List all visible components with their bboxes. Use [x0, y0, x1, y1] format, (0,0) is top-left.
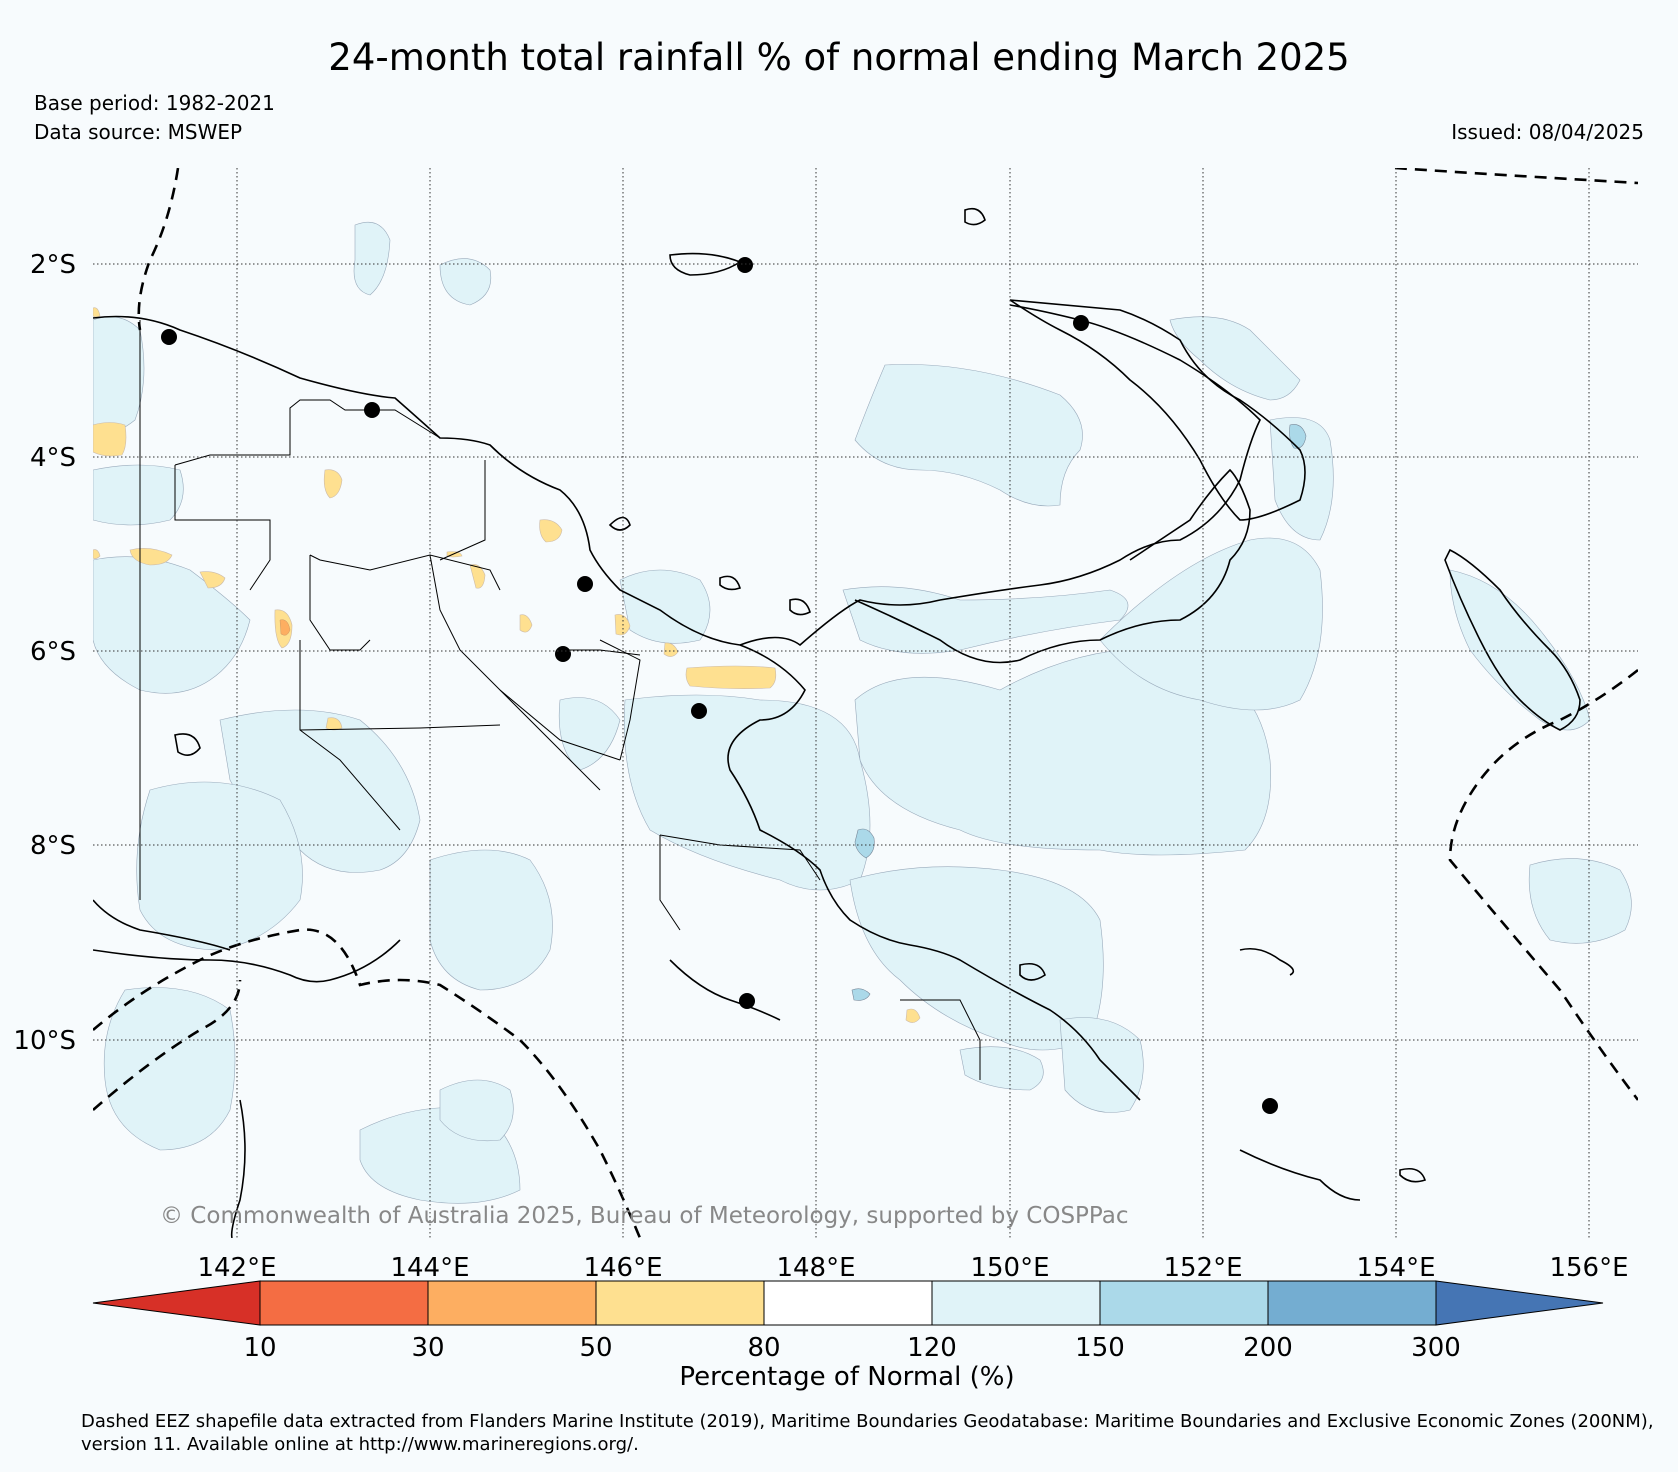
copyright-text: © Commonwealth of Australia 2025, Bureau…: [160, 1203, 1129, 1229]
province-boundaries: [139, 320, 981, 1080]
colorbar-segment: [595, 1280, 765, 1326]
rainfall-150-200-areas: [851, 424, 1307, 1001]
eez-boundaries: [93, 168, 1638, 1238]
lon-label: 146°E: [583, 1253, 662, 1283]
colorbar-tick-label: 10: [243, 1333, 276, 1363]
footnote: Dashed EEZ shapefile data extracted from…: [81, 1411, 1654, 1455]
station-marker: [737, 257, 753, 273]
latitude-labels: 2°S 4°S 6°S 8°S 10°S: [13, 250, 76, 1056]
lon-label: 148°E: [776, 1253, 855, 1283]
station-marker: [364, 402, 380, 418]
station-marker: [577, 576, 593, 592]
station-marker: [691, 703, 707, 719]
colorbar-segments: [92, 1280, 1604, 1326]
colorbar-label: Percentage of Normal (%): [679, 1362, 1014, 1392]
colorbar-segment: [92, 1280, 261, 1326]
colorbar-tick-label: 50: [579, 1333, 612, 1363]
station-marker: [555, 646, 571, 662]
rainfall-30-50-areas: [279, 619, 291, 636]
gridlines: [93, 168, 1638, 1238]
colorbar-tick-label: 200: [1243, 1333, 1293, 1363]
rainfall-120-150-areas: [93, 221, 1632, 1204]
station-marker: [161, 329, 177, 345]
station-marker: [1262, 1098, 1278, 1114]
lat-label: 8°S: [30, 831, 76, 861]
colorbar-segment: [1435, 1280, 1604, 1326]
longitude-labels: 142°E 144°E 146°E 148°E 150°E 152°E 154°…: [197, 1253, 1628, 1283]
lon-label: 144°E: [390, 1253, 469, 1283]
colorbar-tick-label: 120: [907, 1333, 957, 1363]
lat-label: 6°S: [30, 637, 76, 667]
colorbar-segment: [259, 1280, 429, 1326]
station-marker: [1073, 315, 1089, 331]
base-period: Base period: 1982-2021: [34, 91, 275, 115]
data-source: Data source: MSWEP: [34, 120, 243, 144]
colorbar-segment: [931, 1280, 1101, 1326]
map-title: 24-month total rainfall % of normal endi…: [328, 36, 1350, 79]
colorbar-segment: [427, 1280, 597, 1326]
colorbar-tick-label: 80: [747, 1333, 780, 1363]
colorbar-tick-label: 30: [411, 1333, 444, 1363]
colorbar: 10 30 50 80 120 150 200 300 Percentage of Norma…: [92, 1280, 1604, 1392]
lon-label: 156°E: [1549, 1253, 1628, 1283]
lon-label: 150°E: [970, 1253, 1049, 1283]
lat-label: 4°S: [30, 443, 76, 473]
lat-label: 10°S: [13, 1026, 76, 1056]
station-markers: [161, 257, 1278, 1114]
colorbar-segment: [1099, 1280, 1269, 1326]
colorbar-segment: [1267, 1280, 1437, 1326]
issued-date: Issued: 08/04/2025: [1451, 120, 1644, 144]
lon-label: 152°E: [1163, 1253, 1242, 1283]
coastlines: [93, 207, 1581, 1238]
lon-label: 142°E: [197, 1253, 276, 1283]
colorbar-tick-label: 150: [1075, 1333, 1125, 1363]
colorbar-segment: [763, 1280, 933, 1326]
colorbar-ticks: 10 30 50 80 120 150 200 300: [243, 1333, 1460, 1363]
station-marker: [739, 993, 755, 1009]
colorbar-tick-label: 300: [1411, 1333, 1461, 1363]
lon-label: 154°E: [1356, 1253, 1435, 1283]
lat-label: 2°S: [30, 250, 76, 280]
